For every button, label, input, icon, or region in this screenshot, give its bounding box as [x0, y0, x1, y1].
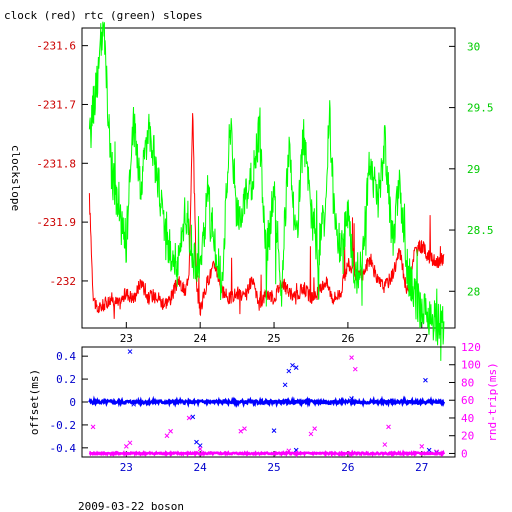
- rndtrip-tick-label: 80: [461, 376, 474, 389]
- rndtrip-point: [419, 444, 425, 449]
- offset-tick-label: 0.4: [56, 350, 76, 363]
- x-tick-label: 25: [267, 332, 280, 345]
- rndtrip-point: [164, 433, 170, 439]
- x-tick-label: 23: [120, 332, 133, 345]
- x-tick-label: 27: [415, 332, 428, 345]
- left-tick-label: -231.6: [36, 40, 76, 53]
- x-tick-label: 24: [194, 332, 208, 345]
- offset-point: [197, 443, 203, 448]
- rndtrip-point: [123, 444, 129, 449]
- offset-point: [282, 382, 288, 388]
- rndtrip-point: [242, 426, 247, 431]
- offset-point: [271, 428, 277, 433]
- offset-tick-label: 0: [69, 396, 76, 409]
- rndtrip-point: [349, 355, 354, 360]
- rndtrip-tick-label: 60: [461, 394, 474, 407]
- bottom-x-tick-label: 26: [341, 461, 354, 474]
- rndtrip-point: [286, 448, 292, 454]
- series-line-rtc: [88, 21, 445, 361]
- rndtrip-point: [308, 431, 314, 437]
- offset-point: [293, 365, 299, 370]
- y-axis-label-offset: offset(ms): [28, 369, 41, 435]
- rndtrip-point: [312, 426, 318, 431]
- rndtrip-point: [386, 424, 391, 430]
- offset-point: [194, 439, 199, 445]
- rndtrip-tick-label: 100: [461, 359, 481, 372]
- offset-baseline-band: [88, 395, 446, 409]
- offset-tick-label: -0.4: [50, 442, 77, 455]
- rndtrip-tick-label: 20: [461, 430, 474, 443]
- offset-tick-label: 0.2: [56, 373, 76, 386]
- rndtrip-tick-label: 40: [461, 412, 474, 425]
- offset-point: [286, 368, 292, 374]
- left-tick-label: -231.8: [36, 157, 76, 170]
- bottom-x-tick-label: 24: [194, 461, 208, 474]
- rndtrip-point: [186, 415, 192, 421]
- offset-point: [426, 447, 432, 453]
- y-axis-label-left: clockslope: [9, 145, 22, 211]
- footer-label: 2009-03-22 boson: [78, 500, 184, 512]
- rndtrip-point: [197, 446, 203, 452]
- top-plot-frame: [81, 27, 456, 329]
- rndtrip-point: [382, 442, 388, 447]
- left-tick-label: -231.7: [36, 98, 76, 111]
- chart-title: clock (red) rtc (green) slopes: [4, 9, 203, 22]
- right-tick-label: 29: [467, 163, 480, 176]
- right-tick-label: 29.5: [467, 102, 494, 115]
- offset-tick-label: -0.2: [50, 419, 77, 432]
- rndtrip-point: [90, 424, 96, 430]
- rndtrip-tick-label: 0: [461, 447, 468, 460]
- rndtrip-point: [352, 366, 358, 372]
- offset-point: [290, 362, 295, 368]
- rndtrip-point: [238, 428, 244, 434]
- y-axis-label-rndtrip: rnd-trip(ms): [486, 362, 499, 441]
- offset-point: [349, 396, 354, 401]
- offset-point: [190, 414, 196, 420]
- x-tick-label: 26: [341, 332, 354, 345]
- offset-point: [131, 401, 137, 407]
- right-tick-label: 30: [467, 40, 480, 53]
- rndtrip-baseline-band: [88, 449, 446, 458]
- rndtrip-point: [434, 449, 439, 455]
- right-tick-label: 28.5: [467, 224, 494, 237]
- offset-point: [127, 349, 133, 354]
- bottom-x-tick-label: 25: [267, 461, 280, 474]
- left-tick-label: -231.9: [36, 216, 76, 229]
- offset-point: [423, 377, 428, 383]
- rndtrip-tick-label: 120: [461, 341, 481, 354]
- rndtrip-point: [168, 428, 173, 434]
- right-tick-label: 28: [467, 285, 480, 298]
- rndtrip-point: [127, 440, 133, 446]
- bottom-x-tick-label: 23: [120, 461, 133, 474]
- left-tick-label: -232: [50, 275, 77, 288]
- bottom-x-tick-label: 27: [415, 461, 428, 474]
